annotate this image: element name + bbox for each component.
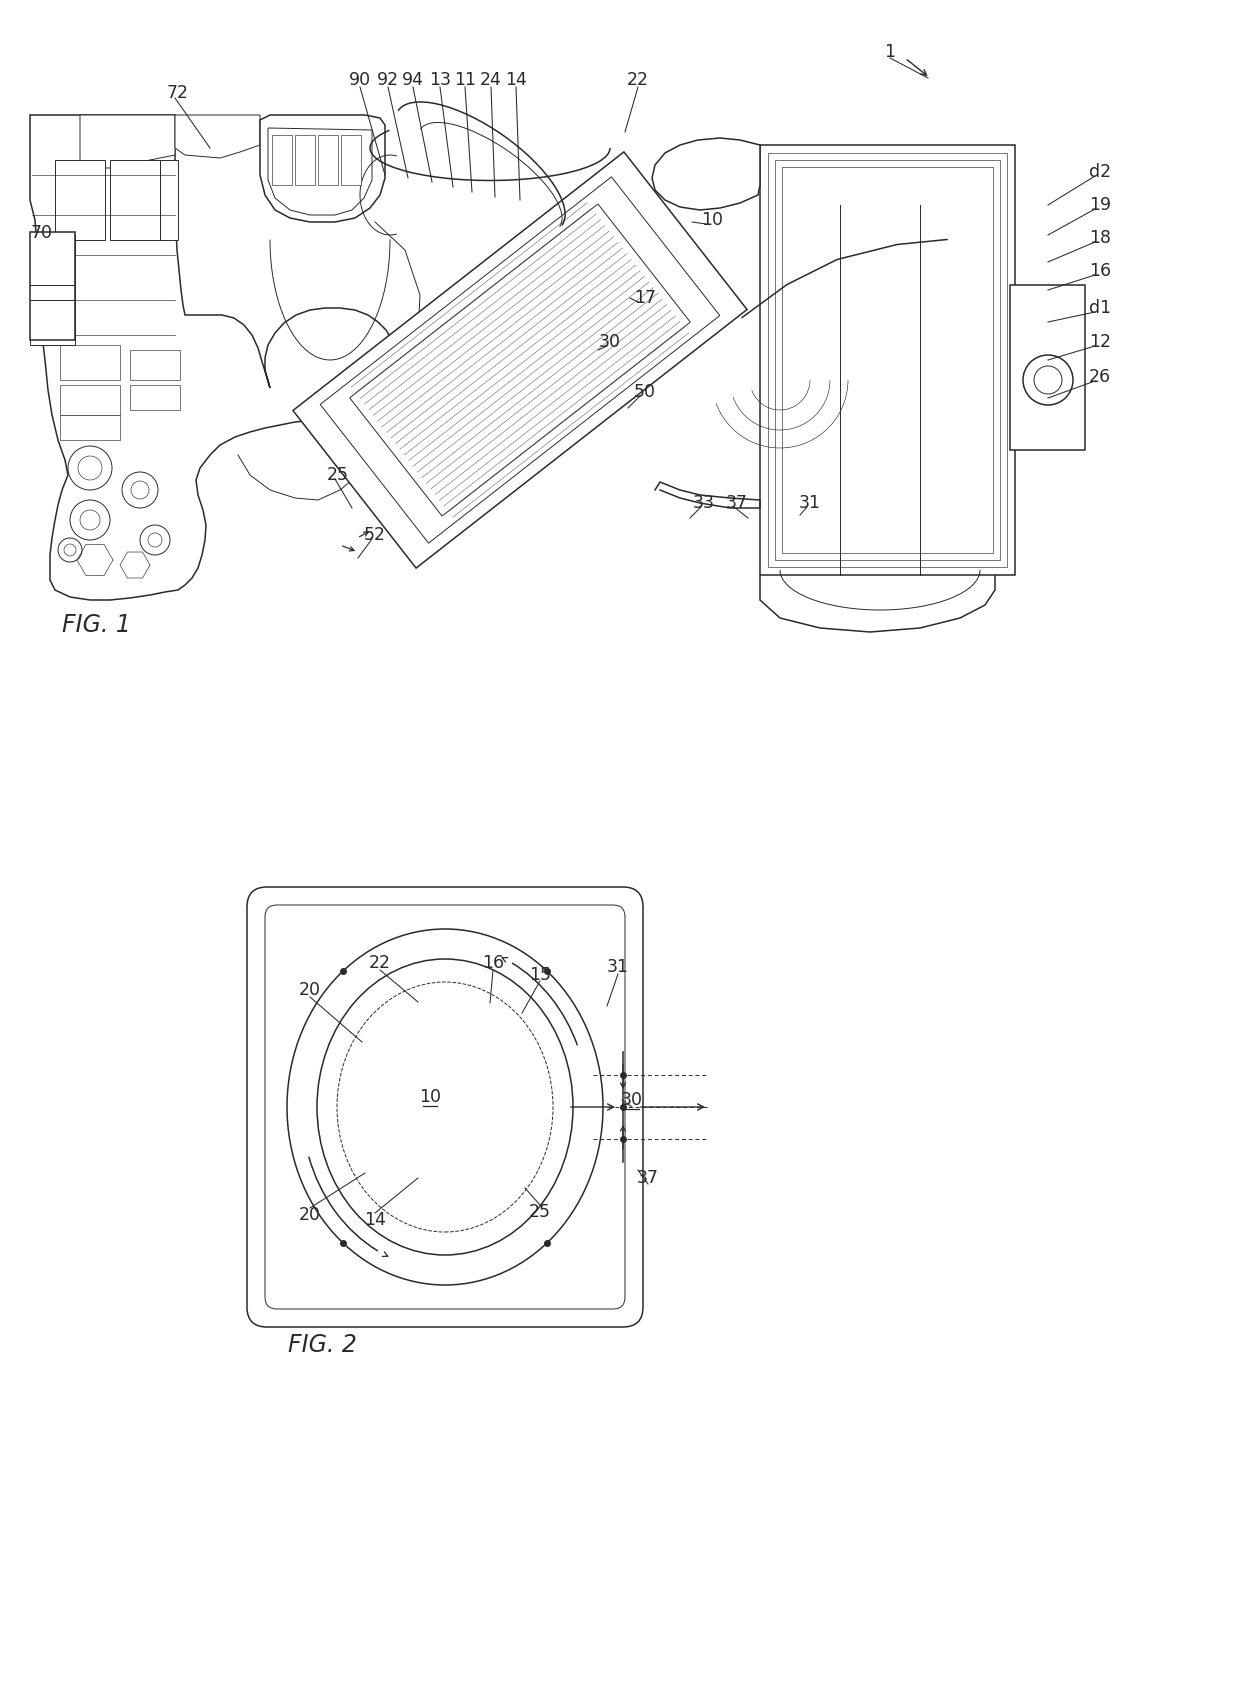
Text: 30: 30 (599, 333, 621, 351)
Bar (30, 235, 74, 345)
Circle shape (1023, 355, 1073, 405)
Text: 12: 12 (1089, 333, 1111, 351)
Bar (768, 154, 1007, 568)
Bar (60, 415, 120, 441)
Bar (130, 350, 180, 380)
Text: 16: 16 (482, 954, 505, 971)
Text: d1: d1 (1089, 299, 1111, 318)
Polygon shape (30, 115, 396, 600)
Text: 25: 25 (529, 1203, 551, 1221)
Bar (317, 135, 339, 186)
Text: 94: 94 (402, 71, 424, 90)
Circle shape (81, 510, 100, 530)
Text: 18: 18 (1089, 230, 1111, 247)
Text: 31: 31 (608, 958, 629, 976)
Text: 90: 90 (348, 71, 371, 90)
Text: 52: 52 (365, 525, 386, 544)
Polygon shape (293, 152, 746, 568)
Bar (110, 160, 160, 240)
Text: 70: 70 (31, 225, 53, 242)
Text: 26: 26 (1089, 368, 1111, 387)
Circle shape (140, 525, 170, 556)
Bar (60, 385, 120, 415)
Bar (130, 385, 180, 410)
Circle shape (68, 446, 112, 490)
Text: 30: 30 (621, 1091, 644, 1110)
Bar (775, 160, 999, 561)
Text: 22: 22 (370, 954, 391, 971)
Text: FIG. 1: FIG. 1 (62, 613, 131, 637)
Text: 19: 19 (1089, 196, 1111, 215)
Text: 13: 13 (429, 71, 451, 90)
Circle shape (148, 534, 162, 547)
Bar (1011, 285, 1085, 449)
Bar (30, 231, 74, 339)
Text: 11: 11 (454, 71, 476, 90)
Bar (295, 135, 315, 186)
Text: 14: 14 (365, 1211, 386, 1230)
Text: 24: 24 (480, 71, 502, 90)
Text: 92: 92 (377, 71, 399, 90)
Text: 20: 20 (299, 981, 321, 998)
Text: 10: 10 (419, 1088, 441, 1106)
Text: 37: 37 (725, 493, 748, 512)
Bar (160, 160, 179, 240)
Text: 10: 10 (701, 211, 723, 230)
Circle shape (64, 544, 76, 556)
Text: 20: 20 (299, 1206, 321, 1225)
Bar (272, 135, 291, 186)
Bar (760, 145, 1016, 574)
FancyBboxPatch shape (247, 887, 644, 1328)
Text: 22: 22 (627, 71, 649, 90)
Polygon shape (81, 115, 175, 167)
Text: FIG. 2: FIG. 2 (288, 1333, 357, 1356)
Polygon shape (175, 115, 260, 159)
Text: 37: 37 (637, 1169, 658, 1187)
Text: 50: 50 (634, 383, 656, 400)
Text: 33: 33 (693, 493, 715, 512)
Text: 16: 16 (1089, 262, 1111, 280)
Ellipse shape (286, 929, 603, 1285)
Text: 17: 17 (634, 289, 656, 307)
Circle shape (78, 456, 102, 480)
Circle shape (69, 500, 110, 540)
Circle shape (58, 539, 82, 562)
Text: 25: 25 (327, 466, 348, 485)
Polygon shape (652, 138, 760, 209)
Circle shape (1034, 367, 1061, 394)
Polygon shape (268, 128, 372, 215)
Text: 31: 31 (799, 493, 821, 512)
Bar (782, 167, 993, 552)
Circle shape (122, 471, 157, 508)
Text: 15: 15 (529, 966, 551, 985)
Bar (55, 160, 105, 240)
Bar (60, 345, 120, 380)
Text: 1: 1 (884, 42, 895, 61)
Text: 72: 72 (167, 84, 188, 101)
Polygon shape (260, 115, 384, 221)
Circle shape (131, 481, 149, 498)
Text: d2: d2 (1089, 164, 1111, 181)
Text: 14: 14 (505, 71, 527, 90)
Bar (341, 135, 361, 186)
